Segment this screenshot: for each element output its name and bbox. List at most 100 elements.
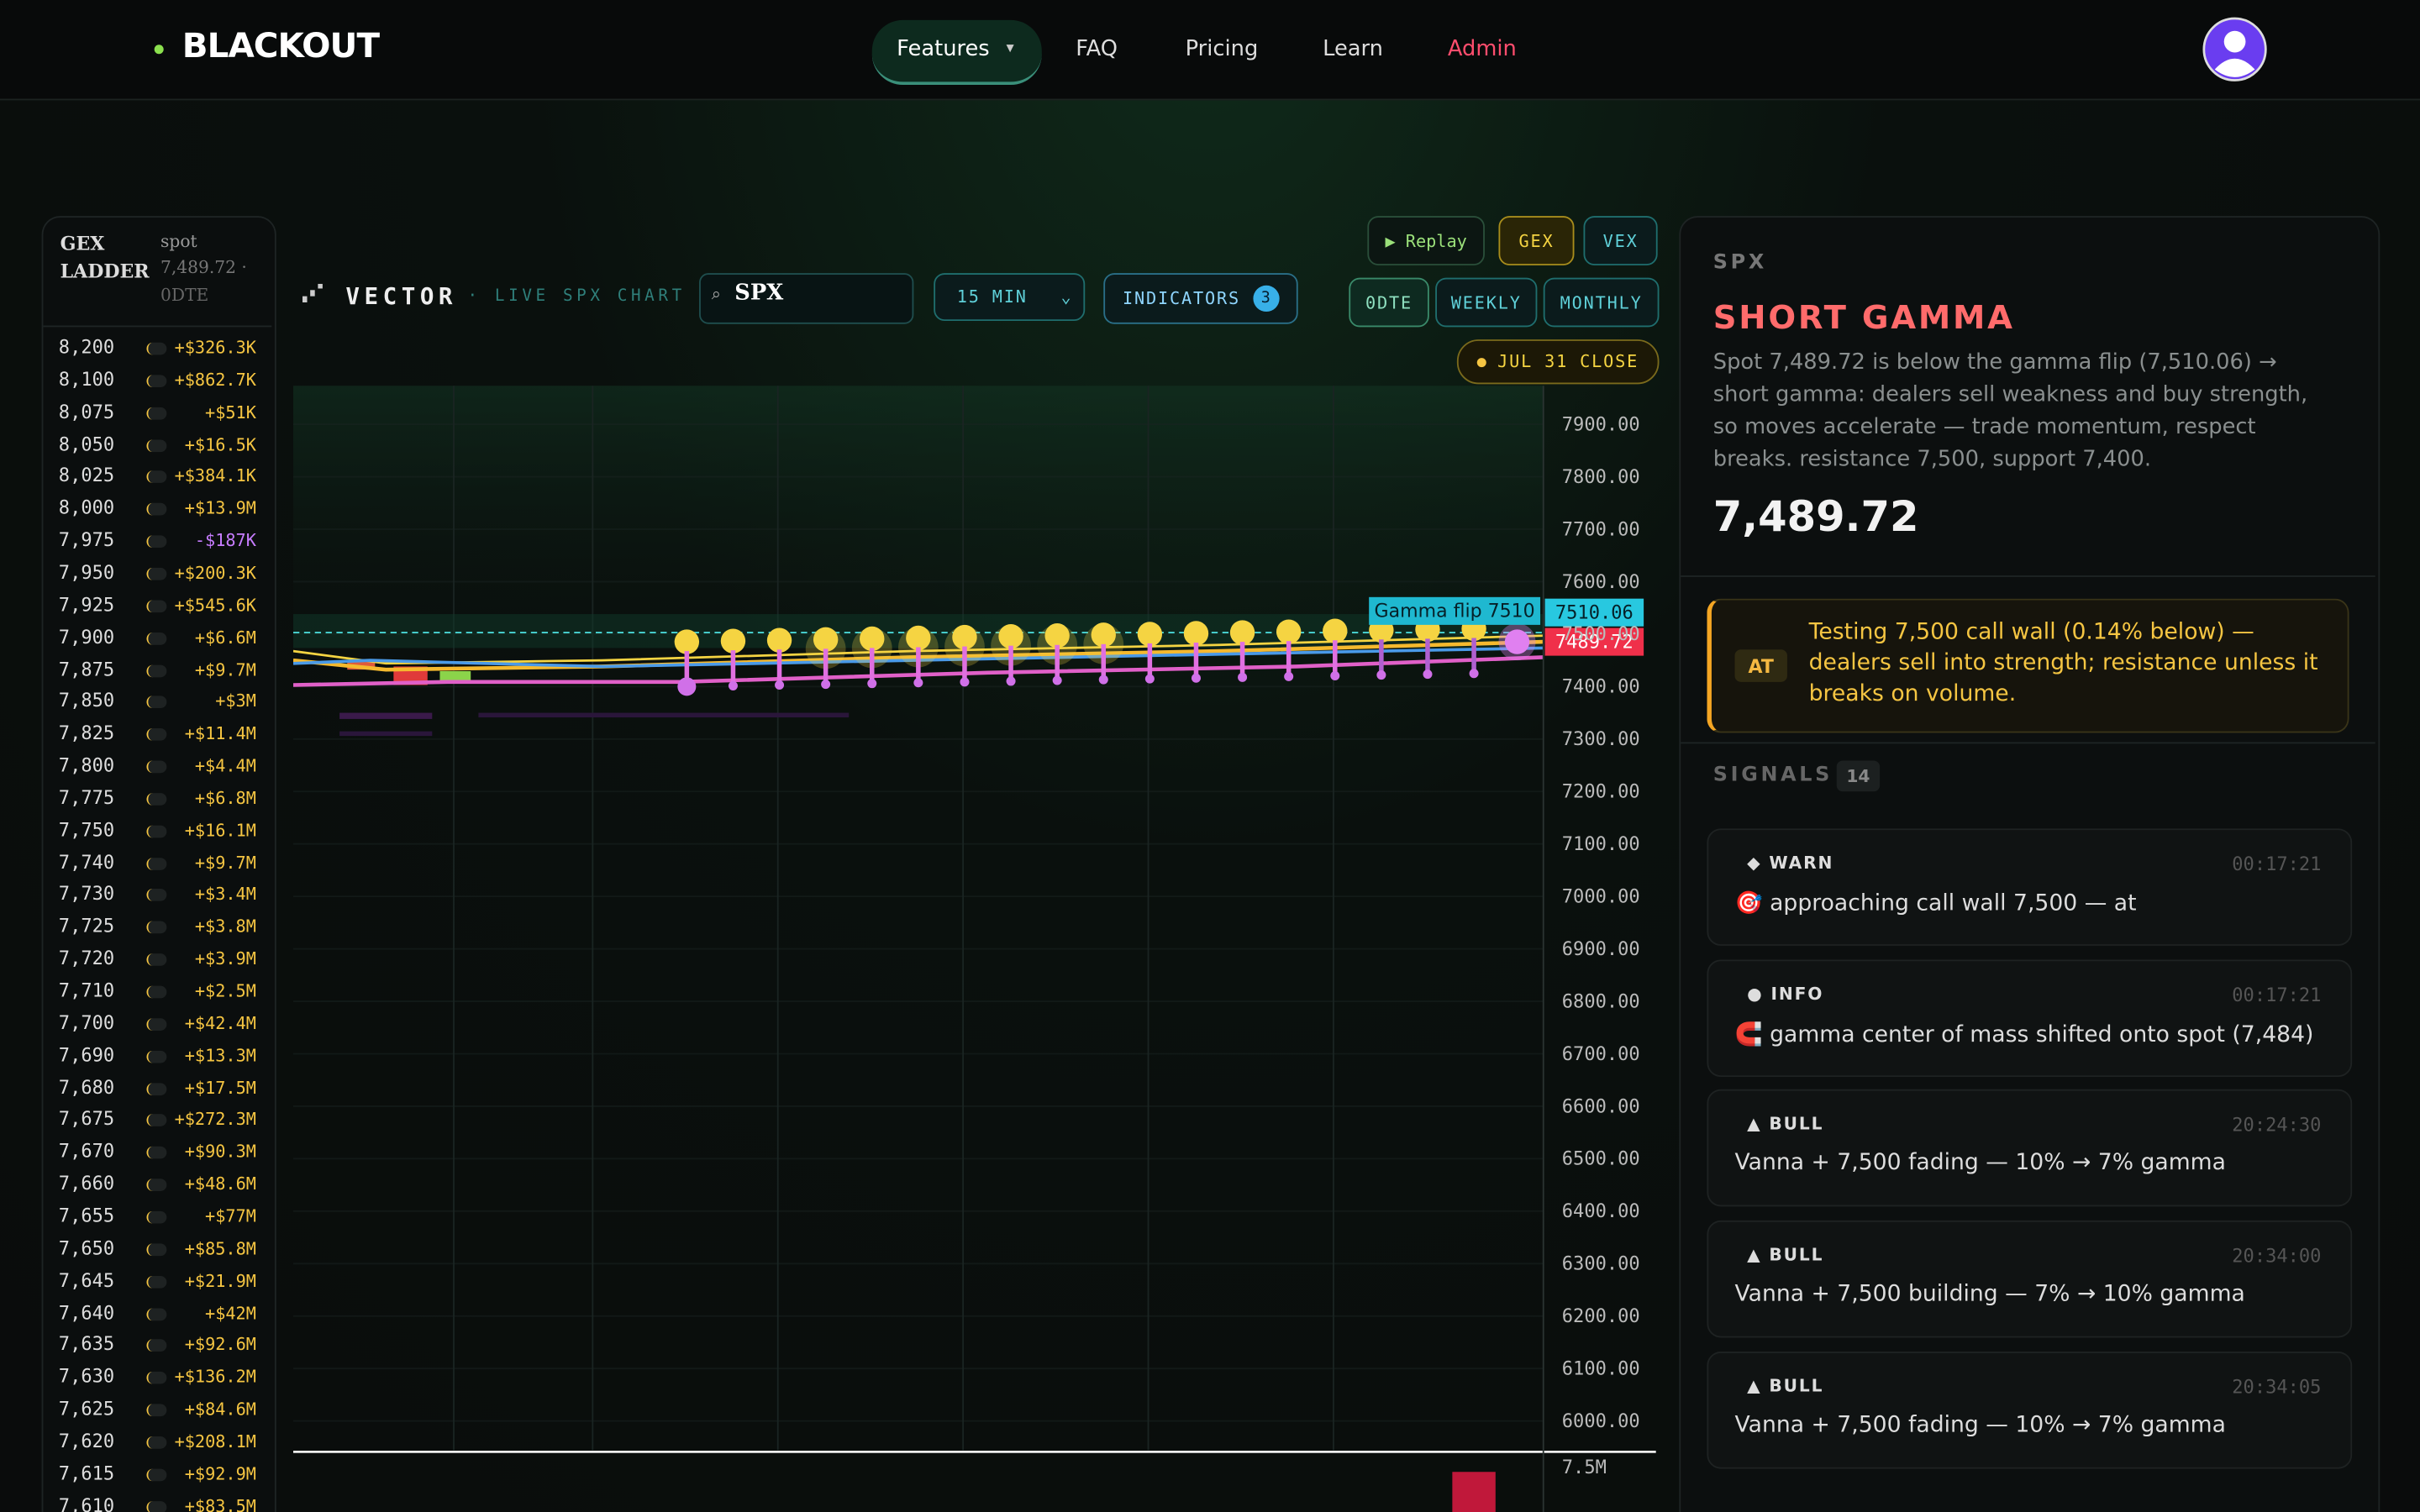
gex-value: +$272.3M: [174, 1110, 256, 1131]
gex-bar-track: [146, 470, 167, 484]
gex-value: +$208.1M: [174, 1431, 256, 1452]
gex-bar-track: [146, 503, 167, 516]
replay-button[interactable]: ▶ Replay: [1367, 216, 1485, 265]
vex-dot: [1284, 671, 1294, 681]
strike: 7,630: [58, 1365, 115, 1388]
gex-bar-track: [146, 825, 167, 837]
gex-value: +$92.9M: [184, 1463, 256, 1484]
y-tick-label: 7400.00: [1561, 675, 1640, 698]
strike: 7,925: [58, 593, 115, 616]
y-tick-label: 6400.00: [1561, 1200, 1640, 1222]
pill-dot: [1477, 357, 1487, 367]
gex-value: +$83.5M: [184, 1495, 256, 1512]
vex-dot: [913, 678, 923, 688]
signal-card[interactable]: [1707, 828, 2353, 946]
nav-link[interactable]: Features: [897, 37, 990, 62]
expiry-button[interactable]: 0DTE: [1349, 277, 1429, 328]
strike: 7,700: [58, 1011, 115, 1034]
signal-card[interactable]: [1707, 1221, 2353, 1338]
vex-button[interactable]: VEX: [1583, 216, 1658, 265]
gex-bar-track: [146, 1404, 167, 1417]
expiry-button[interactable]: WEEKLY: [1435, 277, 1538, 328]
strike: 7,725: [58, 915, 115, 937]
gex-dot: [1091, 622, 1116, 648]
y-tick-label: 6900.00: [1561, 937, 1640, 960]
vector-icon: [302, 283, 323, 303]
strike: 8,100: [58, 368, 115, 391]
strike: 7,950: [58, 561, 115, 584]
signal-time: 20:34:05: [2232, 1375, 2322, 1398]
gex-value: +$21.9M: [184, 1270, 256, 1291]
y-tick-label: 7700.00: [1561, 518, 1640, 540]
signal-card[interactable]: [1707, 1351, 2353, 1469]
nav-link[interactable]: Pricing: [1185, 37, 1259, 62]
close-pill[interactable]: JUL 31 CLOSE: [1456, 339, 1660, 385]
signal-time: 20:24:30: [2232, 1114, 2322, 1137]
signal-time: 00:17:21: [2232, 853, 2322, 875]
expiry: 0DTE: [160, 285, 209, 306]
gex-bar-track: [146, 1082, 167, 1095]
gex-value: +$4.4M: [194, 756, 256, 776]
gex-bar-track: [146, 1210, 167, 1224]
gex-value: +$3M: [215, 691, 256, 712]
signal-tag: ▲ BULL: [1747, 1245, 1824, 1266]
gex-value: +$862.7K: [174, 370, 256, 391]
symbol-search[interactable]: [699, 273, 914, 324]
gex-value: +$200.3K: [174, 563, 256, 584]
avatar[interactable]: [2202, 17, 2267, 81]
logo[interactable]: BLACKOUT: [182, 28, 380, 66]
strike: 7,680: [58, 1076, 115, 1098]
flip-price-tag: 7510.06: [1544, 598, 1644, 627]
gex-value: +$85.8M: [184, 1238, 256, 1259]
y-tick-label: 7800.00: [1561, 465, 1640, 488]
gex-bar-track: [146, 407, 167, 420]
gex-value: +$16.5K: [184, 434, 256, 455]
signal-text: Vanna + 7,500 building — 7% → 10% gamma: [1734, 1282, 2245, 1307]
nav-link[interactable]: Learn: [1323, 37, 1383, 62]
gex-bar-track: [146, 1372, 167, 1384]
y-tick-label: 6200.00: [1561, 1305, 1640, 1327]
signal-card[interactable]: [1707, 1089, 2353, 1208]
gex-value: +$42.4M: [184, 1013, 256, 1034]
indicators-button[interactable]: INDICATORS 3: [1103, 273, 1298, 324]
expiry-button[interactable]: MONTHLY: [1543, 277, 1660, 328]
strike: 7,615: [58, 1462, 115, 1484]
strike: 7,660: [58, 1173, 115, 1194]
nav-link[interactable]: Admin: [1447, 37, 1517, 62]
gex-value: +$92.6M: [184, 1335, 256, 1356]
gex-value: +$6.6M: [194, 627, 256, 648]
strike: 7,875: [58, 658, 115, 680]
strike: 7,650: [58, 1236, 115, 1259]
gex-value: +$13.9M: [184, 498, 256, 519]
strike: 7,975: [58, 529, 115, 551]
strike: 7,655: [58, 1205, 115, 1227]
signals-count: 14: [1836, 760, 1881, 792]
gex-value: +$3.4M: [194, 885, 256, 906]
vex-dot: [1330, 670, 1340, 681]
interval: 15 MIN: [956, 286, 1028, 307]
strike: 7,645: [58, 1268, 115, 1291]
gex-dot: [720, 628, 746, 654]
gex-button[interactable]: GEX: [1498, 216, 1575, 265]
strike: 7,620: [58, 1430, 115, 1452]
gex-dot: [674, 629, 700, 654]
y-tick-label: 7100.00: [1561, 832, 1640, 855]
gex-bar-track: [146, 728, 167, 741]
logo-dot: [154, 45, 164, 55]
gex-bar-track: [146, 1436, 167, 1449]
symbol-input[interactable]: SPX: [734, 281, 784, 306]
spot-label: spot: [160, 231, 197, 252]
gamma-flip-label: Gamma flip 7510: [1369, 596, 1541, 625]
gex-dot: [1044, 623, 1070, 648]
y-tick-label: 7000.00: [1561, 885, 1640, 908]
signal-tag: ▲ BULL: [1747, 1114, 1824, 1135]
signal-card[interactable]: [1707, 958, 2353, 1077]
gex-value: +$3.9M: [194, 948, 256, 969]
interval-select[interactable]: 15 MIN ⌄: [934, 273, 1086, 322]
nav-link[interactable]: FAQ: [1076, 37, 1118, 62]
gex-value: +$384.1K: [174, 466, 256, 487]
alert-badge: AT: [1734, 649, 1787, 682]
gex-bar-track: [146, 632, 167, 645]
strike: 7,850: [58, 690, 115, 712]
